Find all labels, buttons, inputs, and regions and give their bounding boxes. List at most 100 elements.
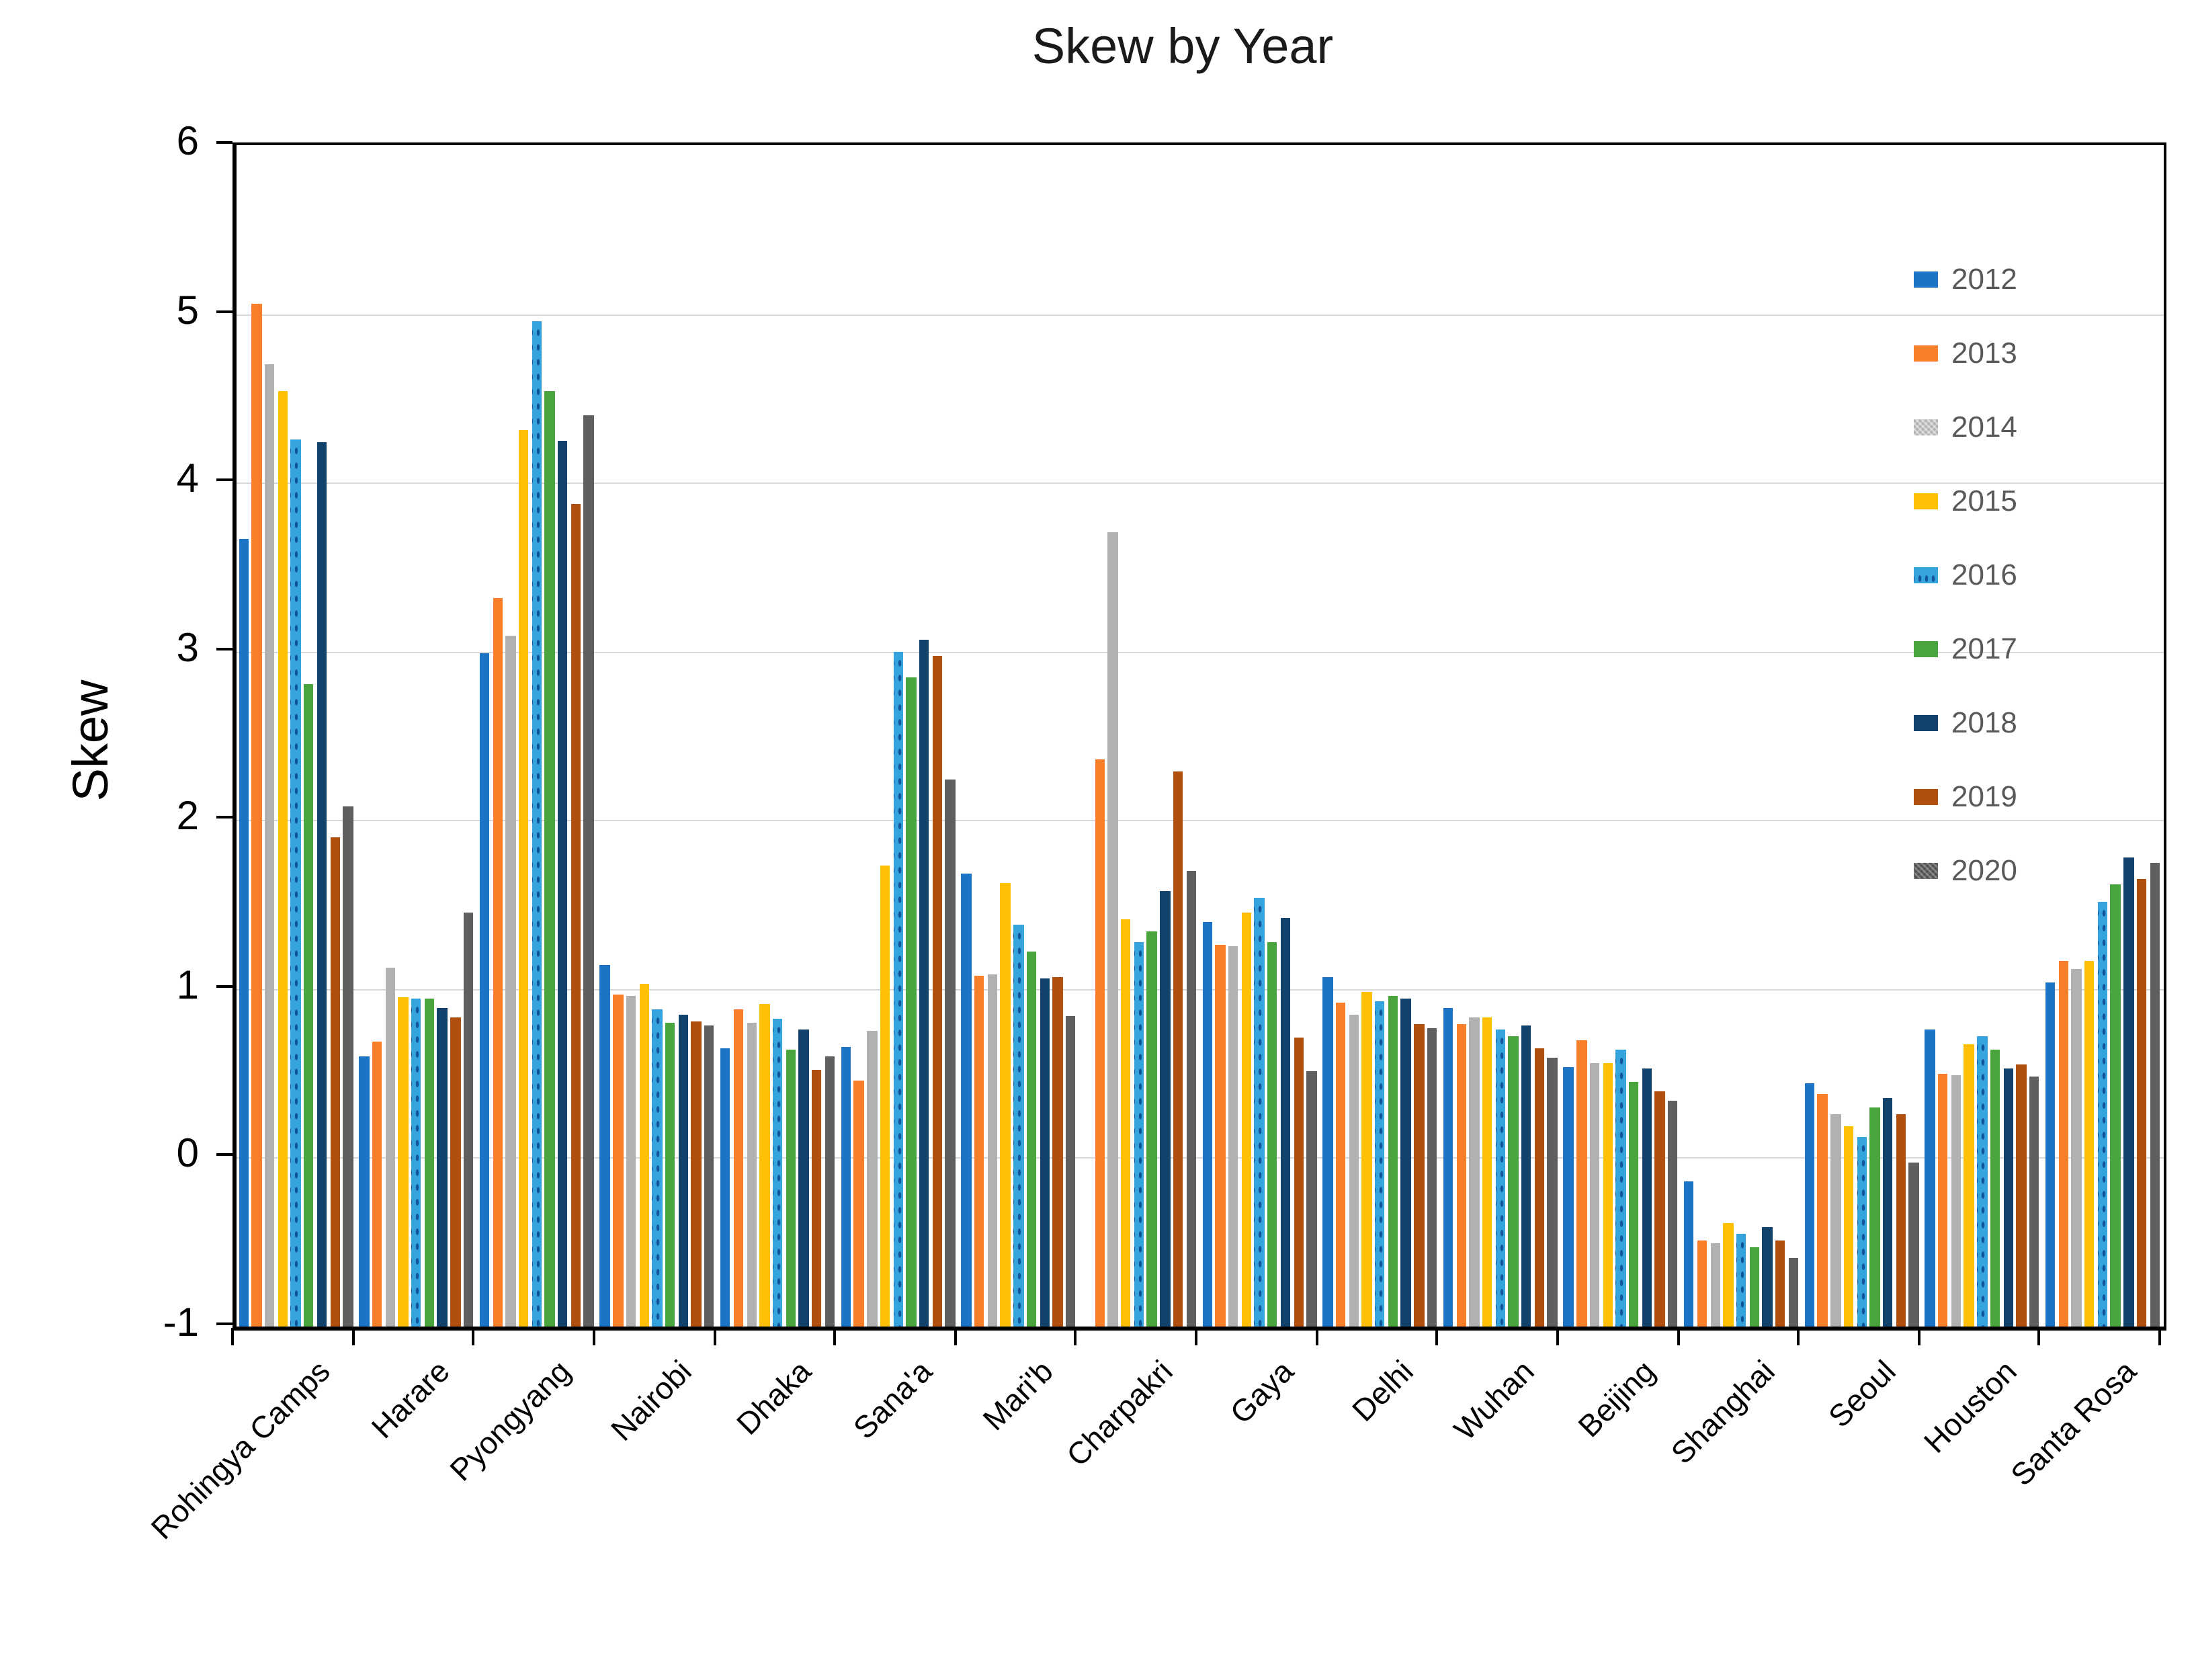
legend-item-2017: 2017	[1914, 612, 2017, 685]
legend-label-2016: 2016	[1951, 557, 2017, 591]
bar-charpakri-2013	[1095, 759, 1105, 1327]
bar-dhaka-2013	[733, 1009, 744, 1327]
bar-santa-rosa-2020	[2150, 862, 2160, 1327]
bar-delhi-2019	[1414, 1024, 1425, 1327]
y-tick-0	[216, 1153, 233, 1157]
y-tick-5	[216, 310, 233, 313]
bar-beijing-2013	[1576, 1040, 1587, 1327]
bar-charpakri-2019	[1173, 771, 1183, 1327]
bar-mari-b-2012	[961, 874, 972, 1327]
y-tick-1	[216, 984, 233, 988]
bar-houston-2020	[2029, 1077, 2039, 1327]
x-tick-2	[472, 1328, 475, 1345]
y-tick-label-3: 3	[176, 626, 199, 671]
bar-wuhan-2015	[1482, 1017, 1492, 1327]
bar-shanghai-2015	[1723, 1223, 1734, 1327]
bar-seoul-2013	[1817, 1093, 1828, 1327]
legend-label-2014: 2014	[1951, 409, 2017, 443]
bar-sana-a-2016	[893, 651, 903, 1327]
bar-seoul-2016	[1857, 1137, 1867, 1327]
x-tick-11	[1556, 1328, 1559, 1345]
bar-gaya-2019	[1294, 1038, 1304, 1327]
bar-santa-rosa-2016	[2097, 901, 2108, 1327]
bar-santa-rosa-2014	[2071, 968, 2082, 1327]
bar-pyongyang-2017	[544, 391, 555, 1327]
bar-sana-a-2015	[880, 866, 890, 1327]
gridline-0	[237, 1157, 2164, 1159]
bar-nairobi-2013	[613, 994, 624, 1327]
bar-delhi-2020	[1427, 1027, 1437, 1327]
x-tick-1	[351, 1328, 355, 1345]
gridline-4	[237, 482, 2164, 485]
bar-shanghai-2018	[1762, 1226, 1773, 1327]
bar-seoul-2020	[1908, 1163, 1919, 1327]
y-tick-4	[216, 478, 233, 482]
bar-delhi-2016	[1375, 1001, 1385, 1327]
bar-shanghai-2012	[1684, 1181, 1694, 1327]
x-tick-8	[1195, 1328, 1197, 1345]
bar-shanghai-2019	[1775, 1240, 1785, 1327]
bar-beijing-2012	[1563, 1066, 1574, 1327]
bar-seoul-2017	[1869, 1107, 1880, 1327]
bar-gaya-2013	[1215, 945, 1226, 1327]
y-tick-2	[216, 816, 233, 819]
x-tick-16	[2158, 1328, 2161, 1345]
bar-delhi-2017	[1388, 995, 1398, 1327]
legend-item-2019: 2019	[1914, 759, 2017, 833]
legend-item-2018: 2018	[1914, 685, 2017, 759]
x-tick-5	[833, 1328, 837, 1345]
x-tick-4	[713, 1328, 716, 1345]
bar-delhi-2015	[1361, 992, 1372, 1327]
bar-seoul-2012	[1804, 1083, 1815, 1327]
bar-mari-b-2013	[974, 975, 984, 1327]
bar-charpakri-2018	[1160, 891, 1171, 1327]
bar-houston-2017	[1990, 1050, 2000, 1327]
legend-swatch-2013	[1914, 345, 1938, 361]
bar-beijing-2016	[1615, 1050, 1626, 1327]
bar-beijing-2018	[1642, 1068, 1652, 1327]
bar-houston-2014	[1951, 1075, 1961, 1327]
bar-harare-2019	[450, 1017, 461, 1327]
x-tick-7	[1074, 1328, 1077, 1345]
legend-swatch-2020	[1914, 862, 1938, 878]
y-tick-3	[216, 647, 233, 650]
bar-gaya-2016	[1254, 898, 1265, 1327]
bar-rohingya-camps-2012	[239, 538, 249, 1327]
bar-pyongyang-2020	[583, 415, 594, 1327]
legend-swatch-2014	[1914, 419, 1938, 435]
bar-pyongyang-2019	[571, 504, 581, 1327]
bar-rohingya-camps-2016	[290, 439, 301, 1327]
bar-santa-rosa-2019	[2136, 879, 2147, 1327]
bar-rohingya-camps-2015	[278, 391, 288, 1327]
legend-label-2019: 2019	[1951, 779, 2017, 812]
bar-rohingya-camps-2014	[265, 364, 275, 1327]
legend-item-2014: 2014	[1914, 390, 2017, 464]
bar-nairobi-2017	[665, 1022, 675, 1327]
gridline-5	[237, 314, 2164, 316]
bar-charpakri-2020	[1186, 870, 1196, 1327]
x-tick-15	[2037, 1328, 2041, 1345]
legend-swatch-2019	[1914, 788, 1938, 804]
bar-sana-a-2014	[867, 1031, 878, 1327]
legend-label-2012: 2012	[1951, 261, 2017, 295]
bar-seoul-2015	[1843, 1126, 1854, 1327]
bar-wuhan-2019	[1534, 1048, 1545, 1327]
bar-dhaka-2018	[798, 1030, 809, 1327]
bar-pyongyang-2015	[518, 430, 529, 1327]
bar-santa-rosa-2018	[2123, 857, 2134, 1327]
x-tick-3	[592, 1328, 595, 1345]
bar-wuhan-2016	[1495, 1030, 1506, 1327]
x-tick-6	[954, 1328, 957, 1345]
bar-beijing-2017	[1628, 1081, 1639, 1327]
y-tick-label-5: 5	[176, 288, 199, 333]
bar-delhi-2012	[1322, 977, 1333, 1327]
bar-shanghai-2013	[1697, 1240, 1707, 1327]
y-tick-label-1: 1	[176, 963, 199, 1008]
x-tick-0	[231, 1328, 234, 1345]
bar-houston-2019	[2016, 1064, 2027, 1327]
bar-gaya-2012	[1202, 921, 1212, 1327]
gridline-1	[237, 989, 2164, 991]
bar-pyongyang-2013	[493, 597, 503, 1327]
bar-dhaka-2017	[786, 1050, 796, 1327]
